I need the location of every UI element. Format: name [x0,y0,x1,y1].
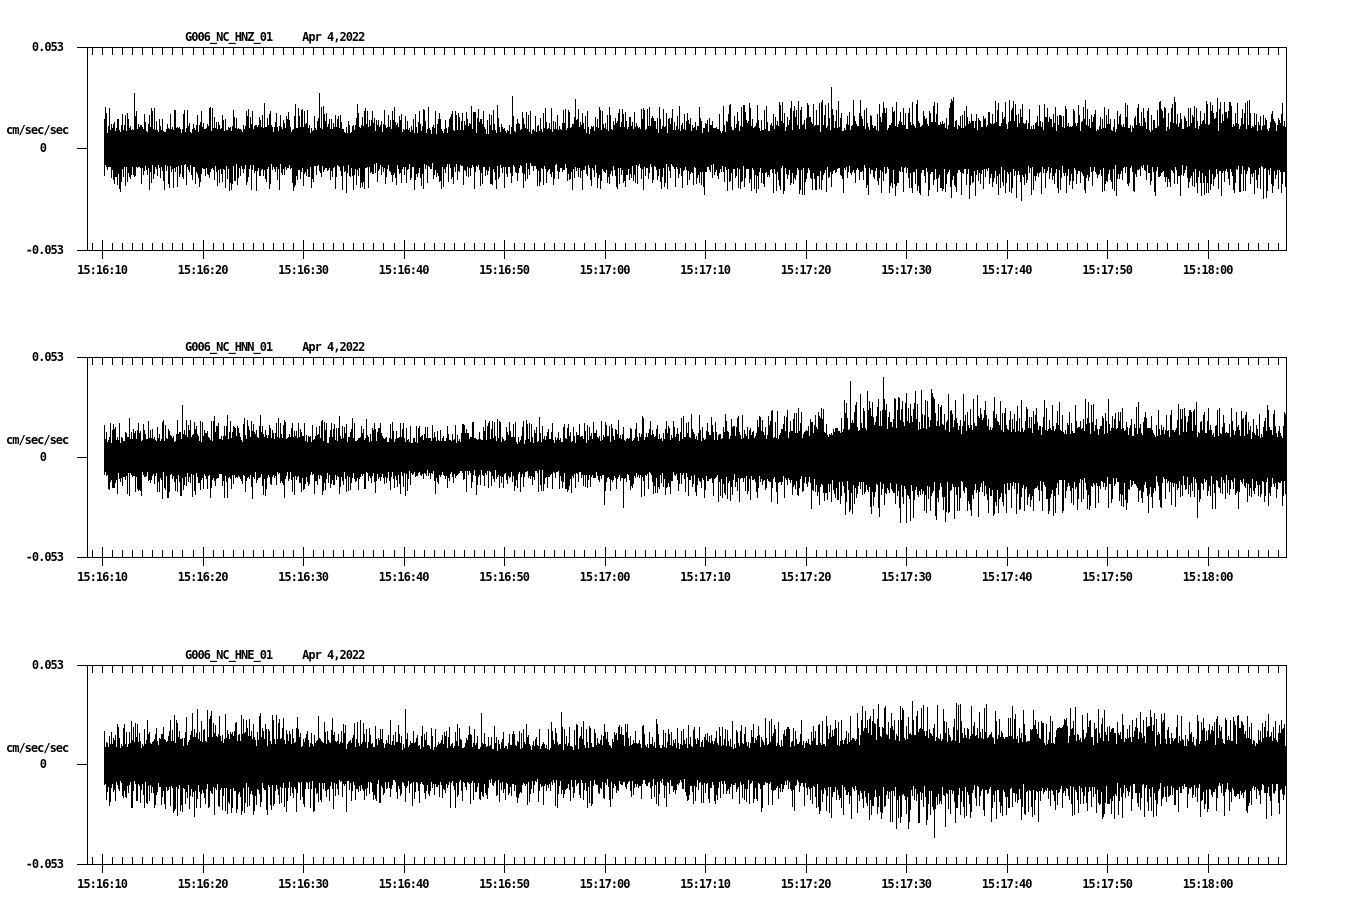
time-tick-label: 15:16:30 [278,570,329,584]
y-max-label: 0.053 [31,40,64,54]
time-tick-label: 15:16:40 [378,570,430,584]
time-tick-label: 15:17:30 [881,570,932,584]
time-tick-label: 15:17:40 [981,263,1033,277]
y-zero-label: 0 [39,141,47,155]
time-tick-label: 15:18:00 [1182,570,1234,584]
y-unit-label: cm/sec/sec [6,123,69,137]
y-zero-label: 0 [39,450,47,464]
time-tick-label: 15:17:40 [981,877,1033,891]
time-axis-labels-hne: 15:16:10 15:16:20 15:16:30 15:16:40 15:16:50… [77,877,1287,893]
panel-title-hnz: G006_NC_HNZ_01 Apr 4,2022 [185,30,365,44]
trace-date-label: Apr 4,2022 [302,30,365,44]
y-zero-label: 0 [39,757,47,771]
time-tick-label: 15:17:10 [680,570,731,584]
time-tick-label: 15:17:40 [981,570,1033,584]
time-tick-label: 15:16:30 [278,263,329,277]
time-tick-label: 15:18:00 [1182,877,1234,891]
time-tick-label: 15:16:40 [378,877,430,891]
time-tick-label: 15:16:10 [77,877,128,891]
time-tick-label: 15:17:00 [579,570,631,584]
time-tick-label: 15:16:40 [378,263,430,277]
waveform-plot-hnz [77,47,1287,260]
trace-id-label: G006_NC_HNZ_01 [185,30,273,44]
time-tick-label: 15:17:10 [680,877,731,891]
time-tick-label: 15:16:20 [177,877,229,891]
time-tick-label: 15:17:20 [780,877,832,891]
time-tick-label: 15:18:00 [1182,263,1234,277]
time-tick-label: 15:16:20 [177,570,229,584]
time-tick-label: 15:17:30 [881,263,932,277]
time-axis-labels-hnz: 15:16:10 15:16:20 15:16:30 15:16:40 15:16:50… [77,263,1287,279]
time-tick-label: 15:17:30 [881,877,932,891]
trace-id-label: G006_NC_HNE_01 [185,648,273,662]
trace-date-label: Apr 4,2022 [302,648,365,662]
y-unit-label: cm/sec/sec [6,741,69,755]
panel-title-hnn: G006_NC_HNN_01 Apr 4,2022 [185,340,365,354]
time-tick-label: 15:16:50 [479,263,530,277]
y-unit-label: cm/sec/sec [6,433,69,447]
panel-title-hne: G006_NC_HNE_01 Apr 4,2022 [185,648,365,662]
time-tick-label: 15:16:50 [479,570,530,584]
y-max-label: 0.053 [31,658,64,672]
time-tick-label: 15:17:10 [680,263,731,277]
waveform-plot-hnn [77,357,1287,567]
time-tick-label: 15:16:50 [479,877,530,891]
y-min-label: -0.053 [25,550,64,564]
time-tick-label: 15:16:20 [177,263,229,277]
time-tick-label: 15:17:00 [579,263,631,277]
waveform-plot-hne [77,665,1287,874]
time-axis-labels-hnn: 15:16:10 15:16:20 15:16:30 15:16:40 15:16:50… [77,570,1287,586]
trace-date-label: Apr 4,2022 [302,340,365,354]
time-tick-label: 15:17:50 [1082,570,1133,584]
trace-id-label: G006_NC_HNN_01 [185,340,273,354]
time-tick-label: 15:17:50 [1082,877,1133,891]
time-tick-label: 15:16:30 [278,877,329,891]
time-tick-label: 15:16:10 [77,570,128,584]
time-tick-label: 15:17:20 [780,570,832,584]
time-tick-label: 15:16:10 [77,263,128,277]
y-min-label: -0.053 [25,857,64,871]
time-tick-label: 15:17:20 [780,263,832,277]
y-max-label: 0.053 [31,350,64,364]
y-min-label: -0.053 [25,243,64,257]
time-tick-label: 15:17:50 [1082,263,1133,277]
time-tick-label: 15:17:00 [579,877,631,891]
